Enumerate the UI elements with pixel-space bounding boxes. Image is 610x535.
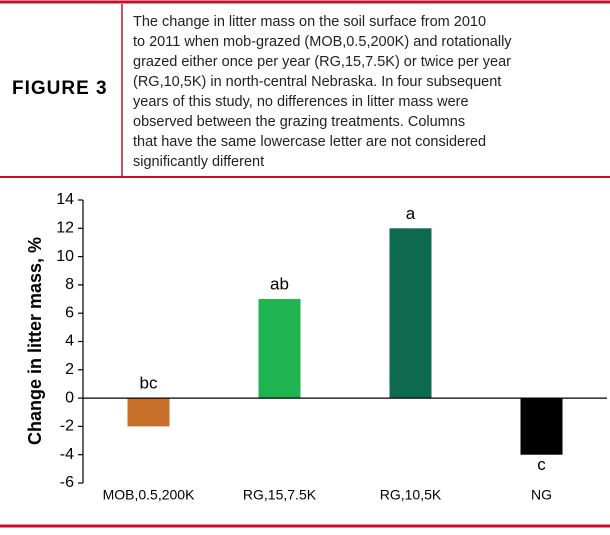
caption-line: significantly different	[133, 154, 264, 170]
significance-letter: c	[537, 455, 546, 474]
y-tick-label: 6	[65, 304, 74, 321]
y-tick-label: 12	[56, 220, 74, 237]
significance-letter: a	[406, 204, 416, 223]
y-tick-label: -6	[60, 474, 74, 491]
y-axis-label: Change in litter mass, %	[25, 237, 45, 445]
y-tick-label: -2	[60, 418, 74, 435]
x-tick-label: MOB,0.5,200K	[103, 487, 195, 503]
caption-line: The change in litter mass on the soil su…	[133, 14, 486, 30]
x-tick-label: RG,15,7.5K	[243, 487, 317, 503]
y-tick-label: 8	[65, 276, 74, 293]
bar	[258, 299, 301, 399]
x-tick-label: NG	[531, 487, 552, 503]
y-tick-label: 2	[65, 361, 74, 378]
caption-line: grazed either once per year (RG,15,7.5K)…	[133, 54, 511, 70]
caption-line: (RG,10,5K) in north-central Nebraska. In…	[133, 74, 501, 90]
y-tick-label: 14	[56, 191, 74, 208]
caption-line: years of this study, no differences in l…	[133, 94, 469, 110]
bar	[389, 228, 432, 399]
bar	[520, 398, 563, 455]
figure-label: FIGURE 3	[12, 78, 108, 99]
y-tick-label: 4	[65, 333, 74, 350]
caption-line: to 2011 when mob-grazed (MOB,0.5,200K) a…	[133, 34, 512, 50]
y-tick-label: -4	[60, 446, 74, 463]
bar	[127, 398, 170, 427]
significance-letter: ab	[270, 275, 289, 294]
y-tick-label: 0	[65, 389, 74, 406]
y-tick-label: 10	[56, 248, 74, 265]
x-tick-label: RG,10,5K	[380, 487, 442, 503]
significance-letter: bc	[140, 374, 158, 393]
caption-line: that have the same lowercase letter are …	[133, 134, 486, 150]
caption-line: observed between the grazing treatments.…	[133, 114, 465, 130]
